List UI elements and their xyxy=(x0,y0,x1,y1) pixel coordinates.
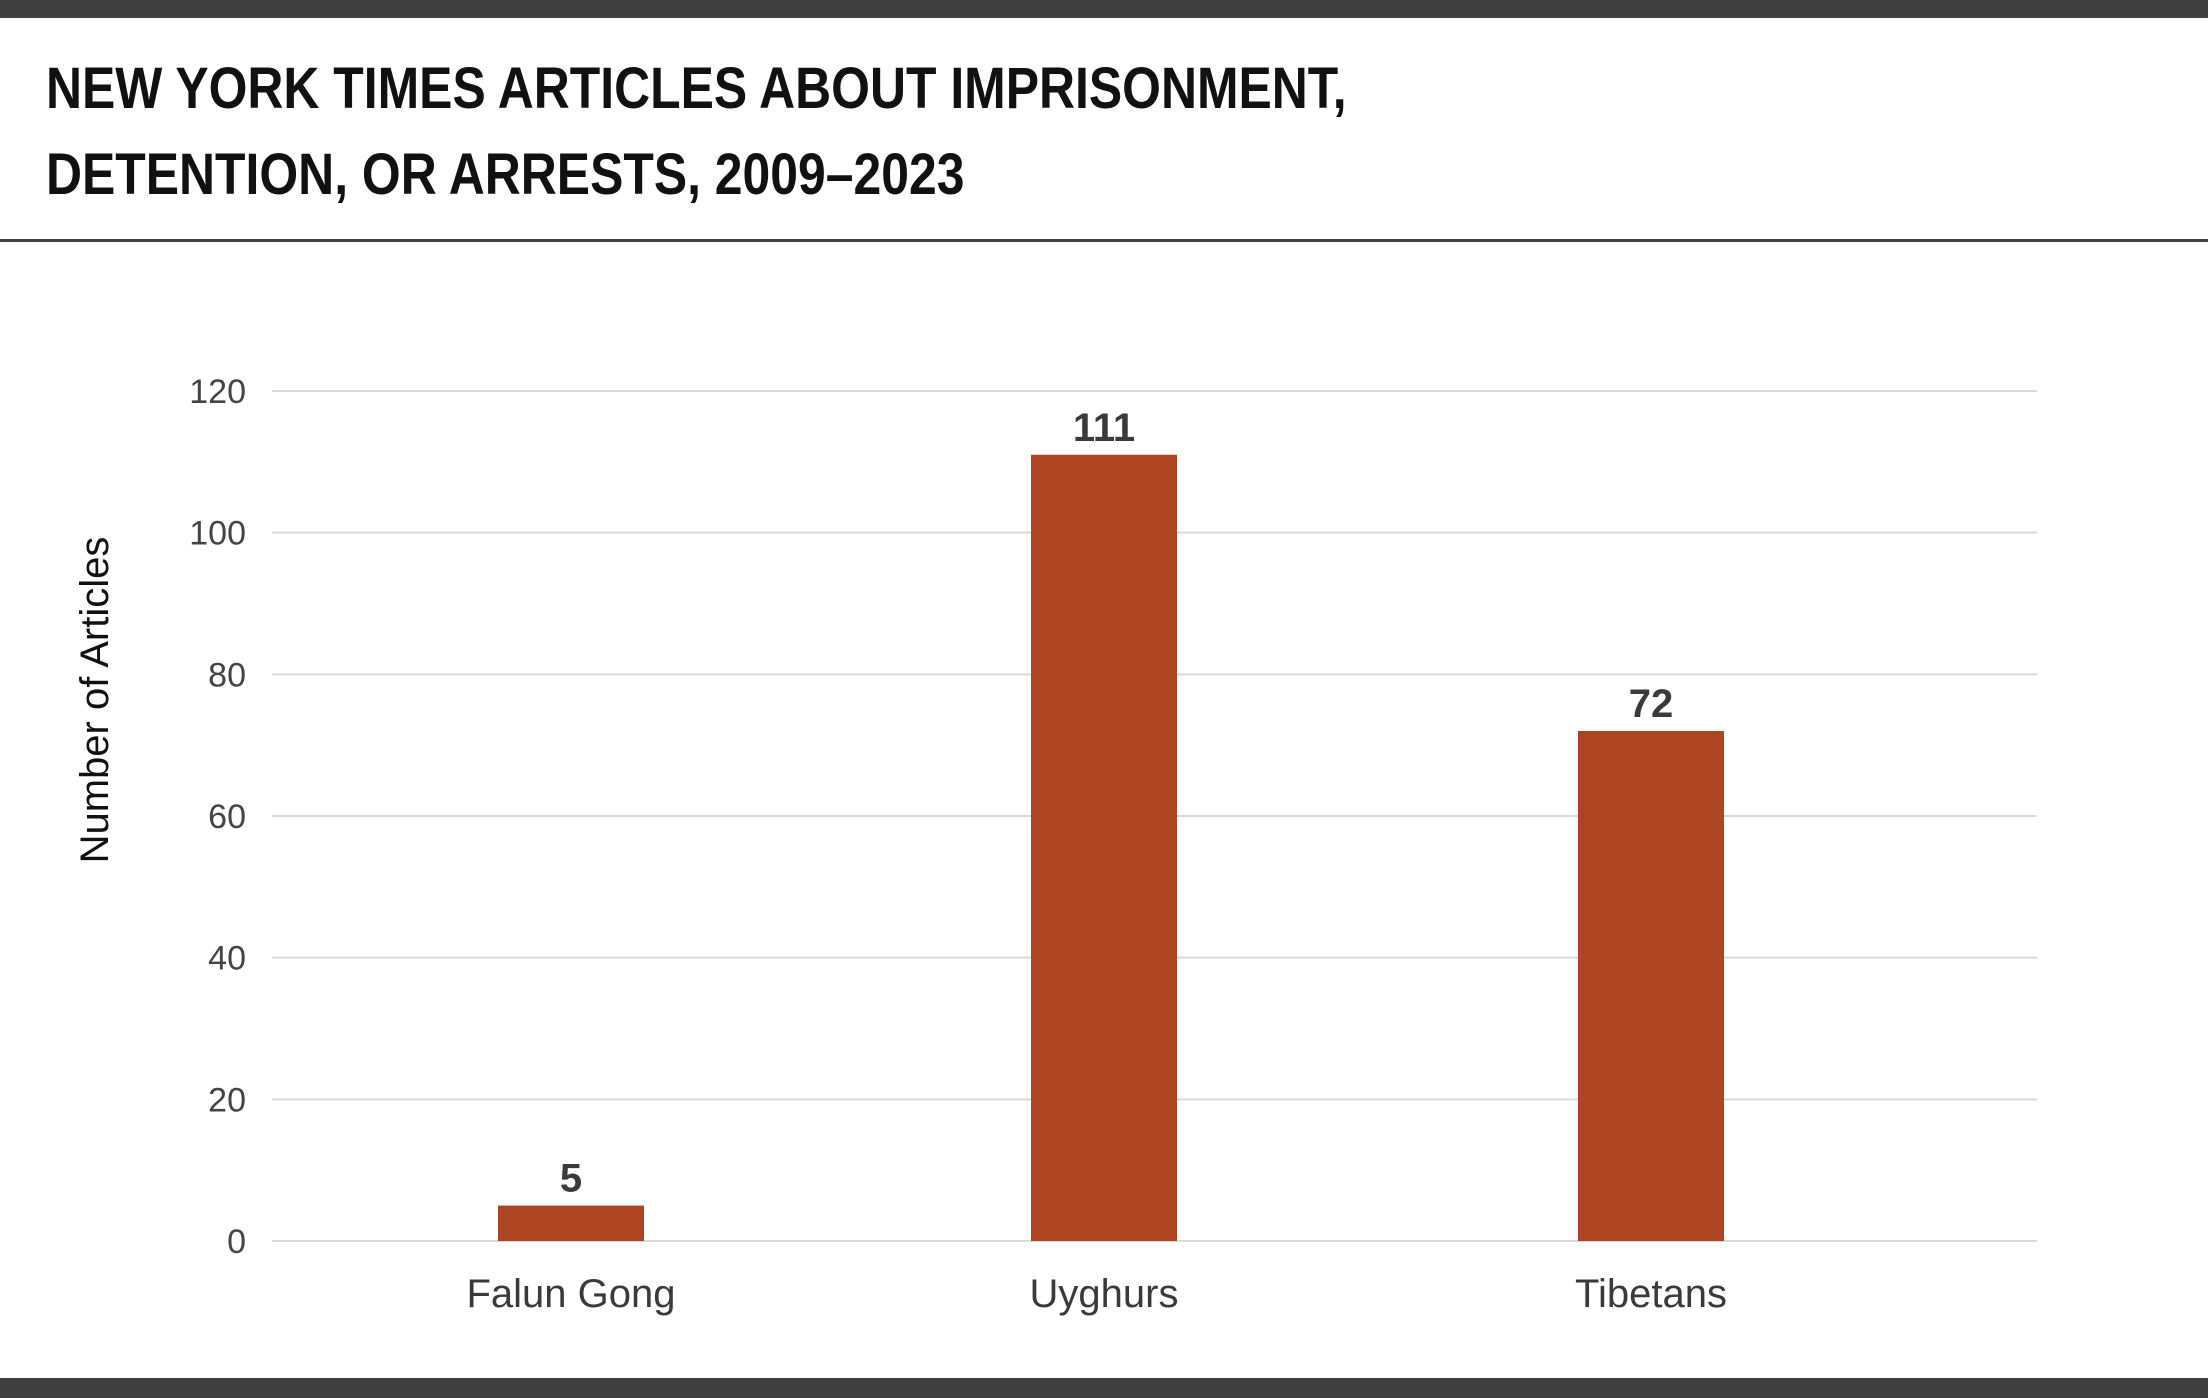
top-frame-bar xyxy=(0,0,2208,18)
bars xyxy=(498,454,1724,1241)
x-category-label: Uyghurs xyxy=(1030,1272,1179,1316)
bar-data-label: 5 xyxy=(560,1157,582,1201)
y-tick-label: 20 xyxy=(208,1081,246,1119)
x-axis-categories: Falun Gong Uyghurs Tibetans xyxy=(466,1272,1726,1316)
chart-title-line-2: DETENTION, OR ARRESTS, 2009–2023 xyxy=(46,142,965,207)
chart-title: NEW YORK TIMES ARTICLES ABOUT IMPRISONME… xyxy=(46,46,1422,218)
bar-data-label: 111 xyxy=(1073,406,1135,450)
title-divider xyxy=(0,239,2208,242)
y-tick-label: 40 xyxy=(208,940,246,978)
bar xyxy=(1031,454,1177,1241)
bar xyxy=(498,1205,644,1241)
y-tick-label: 60 xyxy=(208,798,246,836)
x-category-label: Falun Gong xyxy=(466,1272,675,1316)
chart-title-line-1: NEW YORK TIMES ARTICLES ABOUT IMPRISONME… xyxy=(46,56,1347,121)
y-tick-label: 0 xyxy=(227,1223,246,1261)
y-tick-label: 120 xyxy=(189,373,246,411)
bar xyxy=(1578,731,1724,1241)
data-labels: 5 111 72 xyxy=(560,406,1673,1201)
x-category-label: Tibetans xyxy=(1575,1272,1727,1316)
y-tick-label: 80 xyxy=(208,656,246,694)
y-tick-label: 100 xyxy=(189,515,246,553)
bottom-frame-bar xyxy=(0,1378,2208,1398)
y-axis-ticks: 0 20 40 60 80 100 120 xyxy=(189,373,246,1261)
bar-data-label: 72 xyxy=(1629,682,1674,726)
y-axis-title: Number of Articles xyxy=(73,537,117,864)
